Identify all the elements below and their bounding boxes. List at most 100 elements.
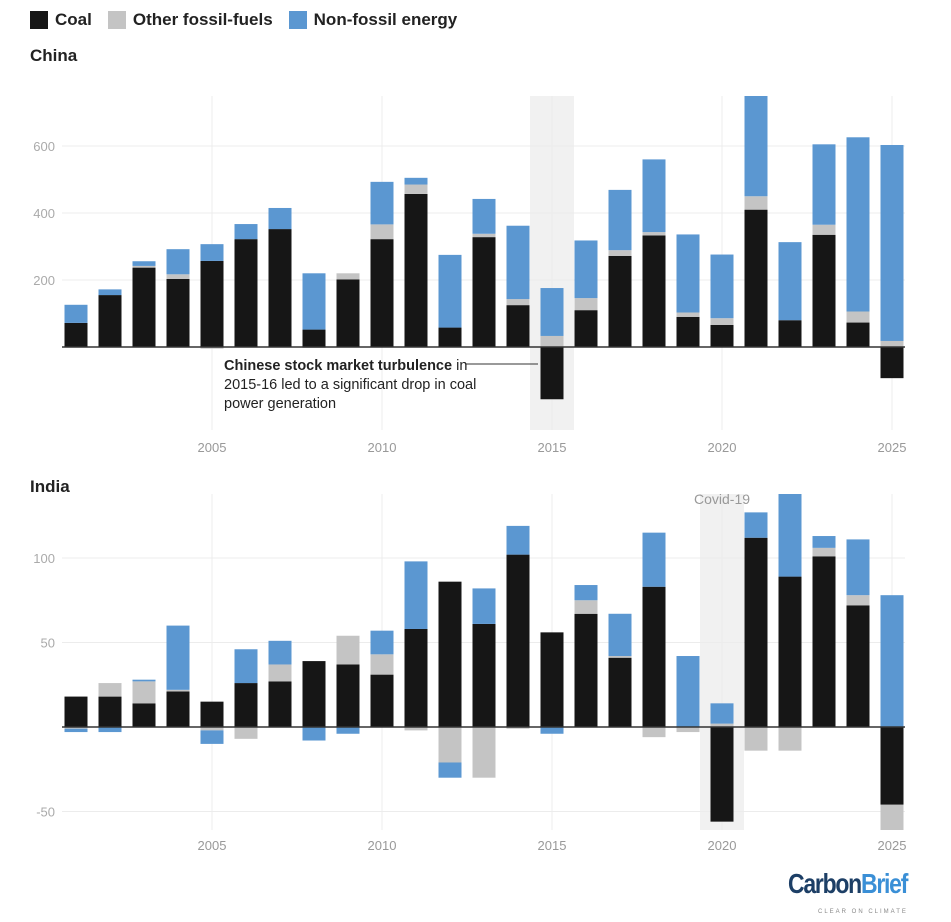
y-tick-label: 200 [33, 273, 55, 288]
bar-other-fossil-fuels-2014 [506, 727, 530, 729]
bar-non-fossil-energy-2012 [438, 762, 462, 778]
bar-non-fossil-energy-2017 [608, 613, 632, 657]
bar-non-fossil-energy-2025 [880, 595, 904, 727]
bar-coal-2002 [98, 696, 122, 727]
bar-non-fossil-energy-2007 [268, 640, 292, 665]
bar-coal-2015 [540, 347, 564, 400]
bar-non-fossil-energy-2016 [574, 585, 598, 601]
bar-coal-2024 [846, 322, 870, 347]
bar-coal-2021 [744, 537, 768, 727]
bar-coal-2016 [574, 310, 598, 347]
bar-non-fossil-energy-2011 [404, 561, 428, 629]
legend-swatch-other [107, 11, 126, 29]
bar-coal-2010 [370, 239, 394, 347]
bar-coal-2006 [234, 683, 258, 727]
bar-coal-2014 [506, 305, 530, 347]
bar-coal-2020 [710, 727, 734, 822]
bar-non-fossil-energy-2024 [846, 137, 870, 312]
bar-other-fossil-fuels-2020 [710, 723, 734, 727]
x-tick-label: 2010 [368, 838, 397, 853]
bar-coal-2022 [778, 576, 802, 727]
bar-other-fossil-fuels-2005 [200, 727, 224, 731]
bar-other-fossil-fuels-2018 [642, 727, 666, 738]
x-tick-label: 2025 [878, 440, 907, 455]
bar-other-fossil-fuels-2025 [880, 804, 904, 830]
bar-other-fossil-fuels-2002 [98, 683, 122, 697]
bar-other-fossil-fuels-2007 [268, 664, 292, 682]
y-tick-label: -50 [36, 805, 55, 820]
legend-swatch-nonfossil [288, 11, 307, 29]
bar-other-fossil-fuels-2017 [608, 656, 632, 658]
bar-other-fossil-fuels-2003 [132, 681, 156, 704]
annotation: Chinese stock market turbulence in 2015-… [224, 357, 484, 414]
bar-coal-2020 [710, 324, 734, 347]
bar-other-fossil-fuels-2019 [676, 312, 700, 317]
bar-other-fossil-fuels-2010 [370, 654, 394, 675]
bar-other-fossil-fuels-2022 [778, 727, 802, 751]
bar-other-fossil-fuels-2010 [370, 224, 394, 240]
bar-non-fossil-energy-2017 [608, 189, 632, 251]
bar-non-fossil-energy-2002 [98, 289, 122, 296]
bar-coal-2021 [744, 209, 768, 347]
bar-coal-2010 [370, 674, 394, 727]
bar-other-fossil-fuels-2024 [846, 595, 870, 606]
bar-non-fossil-energy-2005 [200, 244, 224, 261]
bar-coal-2008 [302, 661, 326, 727]
bar-non-fossil-energy-2012 [438, 254, 462, 328]
bar-coal-2023 [812, 234, 836, 347]
bar-non-fossil-energy-2006 [234, 224, 258, 240]
bar-non-fossil-energy-2016 [574, 240, 598, 299]
bar-other-fossil-fuels-2015 [540, 335, 564, 347]
bar-coal-2001 [64, 696, 88, 727]
bar-non-fossil-energy-2024 [846, 539, 870, 596]
bar-other-fossil-fuels-2019 [676, 727, 700, 733]
bar-non-fossil-energy-2018 [642, 532, 666, 587]
bar-other-fossil-fuels-2024 [846, 311, 870, 323]
bar-non-fossil-energy-2013 [472, 198, 496, 234]
bar-non-fossil-energy-2019 [676, 234, 700, 313]
bar-non-fossil-energy-2006 [234, 649, 258, 684]
bar-coal-2011 [404, 193, 428, 347]
x-tick-label: 2015 [538, 440, 567, 455]
bar-coal-2025 [880, 347, 904, 379]
annotation-bold: Chinese stock market turbulence [224, 358, 453, 374]
bar-other-fossil-fuels-2013 [472, 727, 496, 778]
bar-non-fossil-energy-2020 [710, 703, 734, 724]
bar-coal-2005 [200, 260, 224, 347]
bar-other-fossil-fuels-2016 [574, 298, 598, 311]
bar-coal-2013 [472, 623, 496, 727]
bar-other-fossil-fuels-2021 [744, 727, 768, 751]
bar-other-fossil-fuels-2025 [880, 340, 904, 347]
bar-other-fossil-fuels-2009 [336, 635, 360, 665]
bar-other-fossil-fuels-2003 [132, 265, 156, 268]
bar-other-fossil-fuels-2005 [200, 347, 224, 349]
bar-coal-2008 [302, 329, 326, 347]
bar-other-fossil-fuels-2017 [608, 250, 632, 256]
bar-non-fossil-energy-2004 [166, 625, 190, 690]
bar-coal-2017 [608, 255, 632, 347]
bar-coal-2017 [608, 657, 632, 727]
bar-non-fossil-energy-2025 [880, 144, 904, 341]
bar-non-fossil-energy-2001 [64, 304, 88, 323]
bar-non-fossil-energy-2020 [710, 254, 734, 319]
bar-coal-2016 [574, 613, 598, 727]
bar-coal-2009 [336, 279, 360, 347]
bar-coal-2004 [166, 278, 190, 347]
y-tick-label: 400 [33, 206, 55, 221]
bar-other-fossil-fuels-2021 [744, 196, 768, 210]
legend-nonfossil: Non-fossil energy [288, 10, 457, 30]
x-tick-label: 2005 [198, 838, 227, 853]
bar-other-fossil-fuels-2004 [166, 274, 190, 279]
bar-other-fossil-fuels-2023 [812, 547, 836, 557]
bar-coal-2013 [472, 237, 496, 347]
bar-non-fossil-energy-2018 [642, 159, 666, 233]
bar-non-fossil-energy-2022 [778, 242, 802, 321]
bar-coal-2011 [404, 628, 428, 727]
bar-coal-2012 [438, 581, 462, 727]
bar-non-fossil-energy-2005 [200, 730, 224, 744]
bar-coal-2003 [132, 703, 156, 727]
bar-coal-2001 [64, 322, 88, 347]
bar-non-fossil-energy-2001 [64, 728, 88, 733]
y-tick-label: 50 [41, 636, 55, 651]
